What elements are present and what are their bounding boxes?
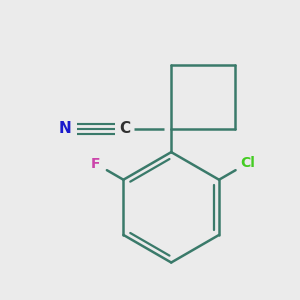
Text: N: N bbox=[59, 121, 71, 136]
Text: C: C bbox=[119, 121, 130, 136]
Text: Cl: Cl bbox=[240, 156, 255, 170]
Text: F: F bbox=[91, 157, 101, 171]
